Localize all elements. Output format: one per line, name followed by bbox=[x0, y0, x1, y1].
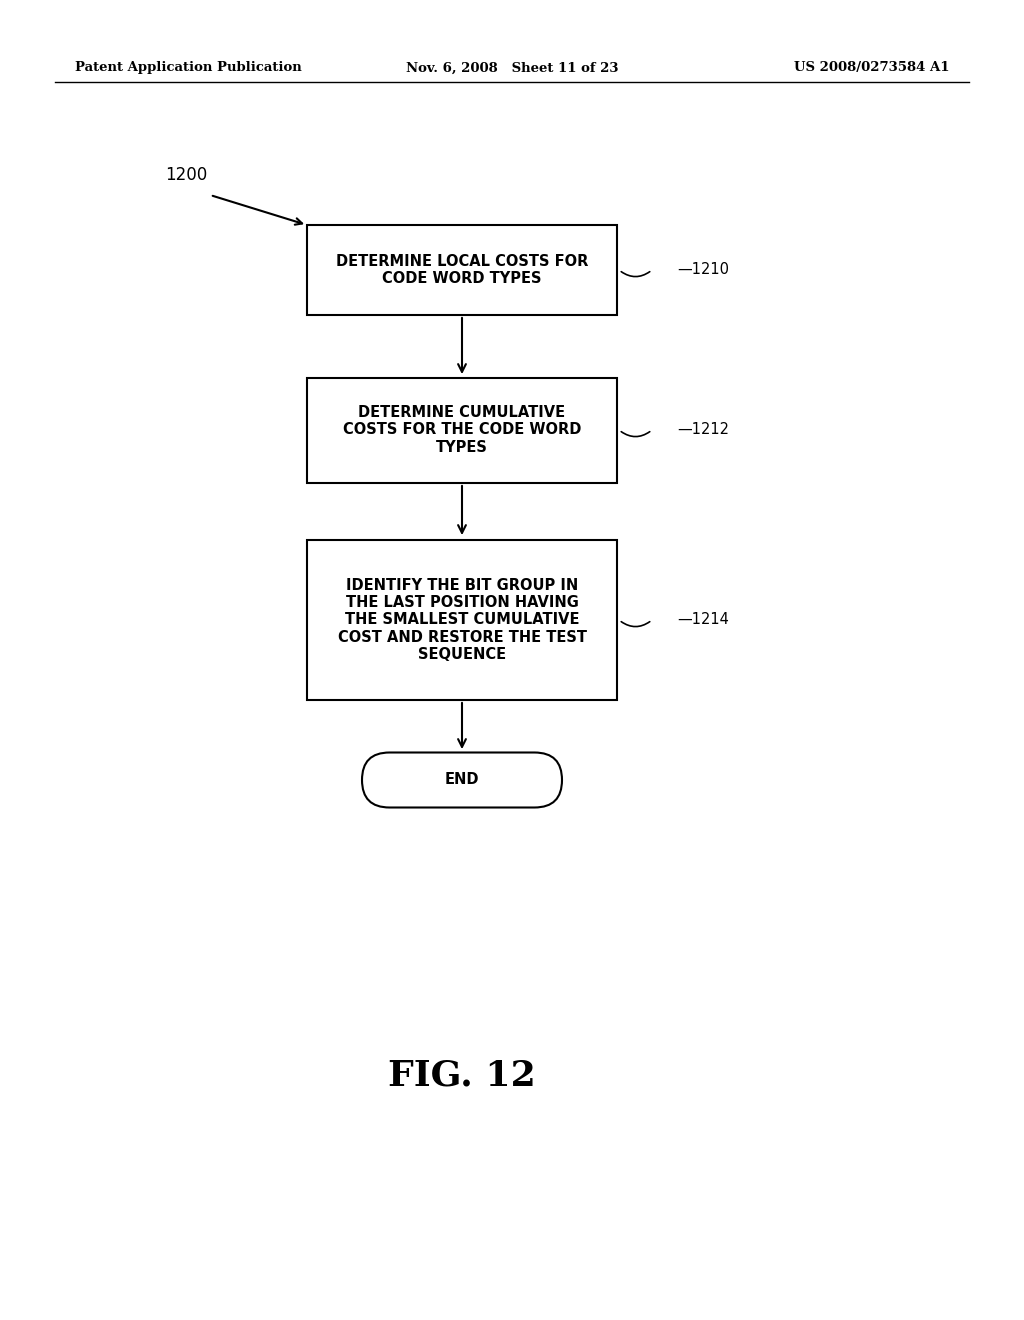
Text: US 2008/0273584 A1: US 2008/0273584 A1 bbox=[794, 62, 949, 74]
Text: END: END bbox=[444, 772, 479, 788]
Text: Nov. 6, 2008   Sheet 11 of 23: Nov. 6, 2008 Sheet 11 of 23 bbox=[406, 62, 618, 74]
Text: DETERMINE CUMULATIVE
COSTS FOR THE CODE WORD
TYPES: DETERMINE CUMULATIVE COSTS FOR THE CODE … bbox=[343, 405, 582, 455]
Text: DETERMINE LOCAL COSTS FOR
CODE WORD TYPES: DETERMINE LOCAL COSTS FOR CODE WORD TYPE… bbox=[336, 253, 588, 286]
Text: 1200: 1200 bbox=[165, 166, 207, 183]
Bar bbox=[307, 540, 617, 700]
Bar bbox=[307, 224, 617, 315]
Bar bbox=[307, 378, 617, 483]
Text: —1214: —1214 bbox=[677, 612, 729, 627]
FancyBboxPatch shape bbox=[362, 752, 562, 808]
Text: FIG. 12: FIG. 12 bbox=[388, 1059, 536, 1092]
Text: —1212: —1212 bbox=[677, 422, 729, 437]
Text: —1210: —1210 bbox=[677, 263, 729, 277]
Text: Patent Application Publication: Patent Application Publication bbox=[75, 62, 302, 74]
Text: IDENTIFY THE BIT GROUP IN
THE LAST POSITION HAVING
THE SMALLEST CUMULATIVE
COST : IDENTIFY THE BIT GROUP IN THE LAST POSIT… bbox=[338, 578, 587, 663]
